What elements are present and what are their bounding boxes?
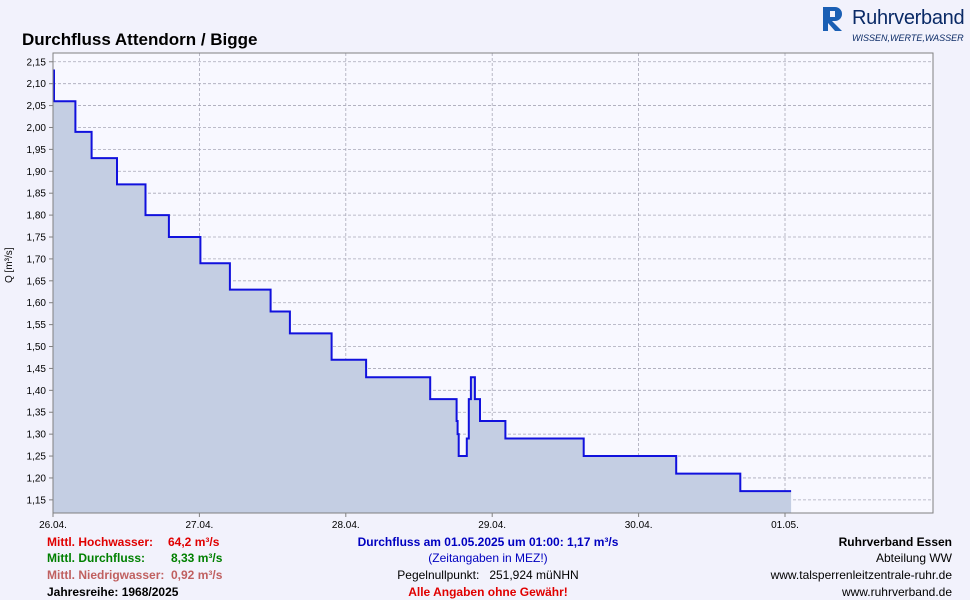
x-axis-ticks: 26.04. 27.04. 28.04. 29.04. 30.04. 01.05.	[39, 513, 799, 531]
disclaimer: Alle Angaben ohne Gewähr!	[408, 585, 568, 599]
mean-lowwater-value: 0,92 m³/s	[171, 568, 223, 582]
mean-flood-value: 64,2 m³/s	[168, 535, 220, 549]
mean-flood-label: Mittl. Hochwasser:	[47, 535, 154, 549]
logo-tagline: WISSEN,WERTE,WASSER	[852, 33, 964, 43]
y-tick-label: 1,50	[27, 342, 47, 353]
y-tick-label: 1,60	[27, 298, 47, 309]
y-tick-label: 1,15	[27, 495, 47, 506]
y-tick-label: 1,35	[27, 408, 47, 419]
y-tick-label: 1,55	[27, 320, 47, 331]
mean-discharge-value: 8,33 m³/s	[171, 551, 223, 565]
discharge-area-fill	[53, 70, 792, 513]
y-tick-label: 1,80	[27, 211, 47, 222]
y-tick-label: 1,75	[27, 233, 47, 244]
timezone-note: (Zeitangaben in MEZ!)	[428, 551, 548, 565]
x-tick-label: 26.04.	[39, 520, 67, 531]
y-tick-label: 1,25	[27, 452, 47, 463]
y-tick-label: 2,10	[27, 79, 47, 90]
website-link-talsperren[interactable]: www.talsperrenleitzentrale-ruhr.de	[770, 568, 952, 582]
discharge-series-line	[53, 69, 792, 493]
y-tick-label: 1,40	[27, 386, 47, 397]
website-link-ruhrverband[interactable]: www.ruhrverband.de	[841, 585, 952, 599]
year-series: Jahresreihe: 1968/2025	[47, 585, 179, 599]
x-tick-label: 29.04.	[478, 520, 506, 531]
plot-frame	[52, 52, 934, 514]
ruhrverband-logo: Ruhrverband WISSEN,WERTE,WASSER	[822, 5, 965, 49]
department: Abteilung WW	[875, 551, 952, 565]
y-tick-label: 1,85	[27, 189, 47, 200]
y-axis-label: Q [m³/s]	[4, 247, 15, 283]
y-axis-ticks: 2,15 2,10 2,05 2,00 1,95 1,90 1,85 1,80 1,75 1,70…	[27, 57, 53, 506]
y-tick-label: 1,65	[27, 276, 47, 287]
x-tick-label: 28.04.	[332, 520, 360, 531]
ruhrverband-logo-icon	[823, 7, 842, 31]
logo-name: Ruhrverband	[852, 7, 965, 29]
y-tick-label: 1,90	[27, 167, 47, 178]
mean-lowwater-label: Mittl. Niedrigwasser:	[47, 568, 165, 582]
y-tick-label: 1,20	[27, 473, 47, 484]
y-tick-label: 2,15	[27, 57, 47, 68]
y-tick-label: 2,00	[27, 123, 47, 134]
gauge-datum: Pegelnullpunkt: 251,924 müNHN	[397, 568, 579, 582]
y-tick-label: 2,05	[27, 101, 47, 112]
y-tick-label: 1,30	[27, 430, 47, 441]
current-discharge: Durchfluss am 01.05.2025 um 01:00: 1,17 …	[357, 535, 619, 549]
y-tick-label: 1,95	[27, 145, 47, 156]
y-tick-label: 1,45	[27, 364, 47, 375]
x-tick-label: 27.04.	[185, 520, 213, 531]
x-tick-label: 01.05.	[771, 520, 799, 531]
chart-title: Durchfluss Attendorn / Bigge	[22, 30, 258, 49]
org-name: Ruhrverband Essen	[838, 535, 952, 549]
y-tick-label: 1,70	[27, 254, 47, 265]
mean-discharge-label: Mittl. Durchfluss:	[47, 551, 145, 565]
x-tick-label: 30.04.	[625, 520, 653, 531]
